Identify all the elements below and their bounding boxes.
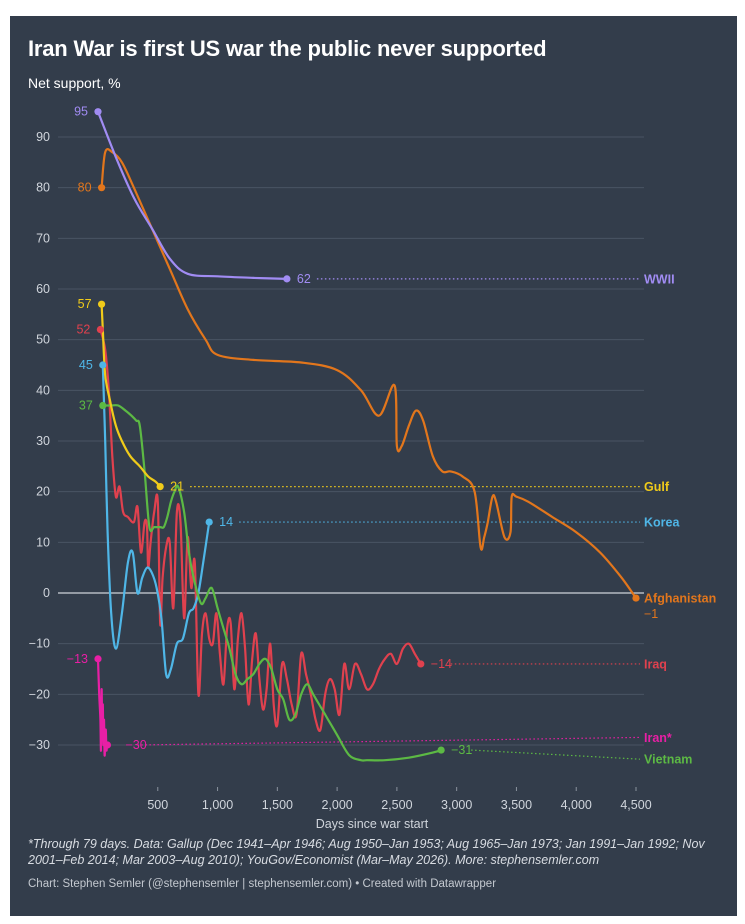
start-value-label: −13 bbox=[67, 652, 88, 666]
start-value-label: 52 bbox=[76, 323, 90, 337]
y-tick-label: 70 bbox=[36, 231, 50, 245]
start-dot-afghanistan bbox=[97, 184, 106, 192]
x-tick-label: 2,500 bbox=[381, 798, 412, 812]
series-line-korea bbox=[101, 363, 211, 679]
series-name-label: Afghanistan bbox=[644, 592, 716, 606]
start-value-label: 95 bbox=[74, 105, 88, 119]
y-tick-label: 40 bbox=[36, 383, 50, 397]
start-dot-korea bbox=[99, 361, 107, 369]
x-tick-label: 2,000 bbox=[321, 798, 352, 812]
y-tick-label: −20 bbox=[29, 687, 50, 701]
end-value-label: −30 bbox=[125, 738, 146, 752]
series-line-iraq bbox=[99, 328, 422, 732]
end-dot-wwii bbox=[283, 275, 291, 283]
y-tick-label: 80 bbox=[36, 181, 50, 195]
x-tick-label: 1,500 bbox=[262, 798, 293, 812]
end-dot-iran bbox=[103, 741, 112, 749]
y-tick-label: −30 bbox=[29, 738, 50, 752]
end-value-label: 21 bbox=[170, 480, 184, 494]
y-tick-label: 30 bbox=[36, 434, 50, 448]
x-tick-label: 4,500 bbox=[620, 798, 651, 812]
chart-title: Iran War is first US war the public neve… bbox=[28, 36, 547, 61]
y-tick-label: 50 bbox=[36, 333, 50, 347]
y-tick-label: 60 bbox=[36, 282, 50, 296]
series-name-label: Iran* bbox=[644, 731, 672, 745]
y-tick-label: 0 bbox=[43, 586, 50, 600]
series-line-gulf bbox=[100, 303, 162, 488]
series-name-label: Vietnam bbox=[644, 753, 692, 767]
chart-card: Iran War is first US war the public neve… bbox=[10, 16, 737, 916]
end-value-label: −14 bbox=[431, 657, 452, 671]
series-name-label: Korea bbox=[644, 516, 680, 530]
x-tick-label: 4,000 bbox=[561, 798, 592, 812]
x-tick-label: 1,000 bbox=[202, 798, 233, 812]
series-line-iran bbox=[96, 657, 109, 757]
y-tick-label: 10 bbox=[36, 535, 50, 549]
end-dot-iraq bbox=[417, 660, 425, 668]
end-dot-vietnam bbox=[437, 746, 445, 754]
start-value-label: 37 bbox=[79, 399, 93, 413]
end-dot-korea bbox=[205, 518, 213, 526]
series-name-label: Iraq bbox=[644, 657, 667, 671]
start-dot-iran bbox=[94, 655, 102, 663]
start-dot-vietnam bbox=[99, 401, 107, 410]
series-name-label: WWII bbox=[644, 272, 675, 286]
end-value-label: 62 bbox=[297, 272, 311, 286]
x-tick-label: 3,000 bbox=[441, 798, 472, 812]
start-dot-iraq bbox=[96, 325, 104, 334]
start-value-label: 45 bbox=[79, 358, 93, 372]
x-tick-label: 500 bbox=[147, 798, 168, 812]
y-tick-label: 90 bbox=[36, 130, 50, 144]
series-name-label: Gulf bbox=[644, 480, 670, 494]
start-dot-gulf bbox=[97, 300, 106, 308]
series-name-label: −1 bbox=[644, 607, 658, 621]
end-value-label: 14 bbox=[219, 515, 233, 529]
start-value-label: 80 bbox=[78, 181, 92, 195]
x-tick-label: 3,500 bbox=[501, 798, 532, 812]
extension-line bbox=[471, 749, 641, 760]
end-value-label: −31 bbox=[451, 743, 472, 757]
series-line-vietnam bbox=[101, 404, 443, 762]
chart-subtitle: Net support, % bbox=[28, 75, 121, 91]
line-chart: −30 −20 −10 0 10 20 30 40 50 60 70 80 90 500 1,000 1,50… bbox=[29, 105, 716, 831]
chart-credit: Chart: Stephen Semler (@stephensemler | … bbox=[28, 878, 497, 890]
y-tick-label: 20 bbox=[36, 485, 50, 499]
start-dot-wwii bbox=[94, 108, 102, 116]
x-axis-label: Days since war start bbox=[316, 817, 429, 831]
series-line-wwii bbox=[96, 110, 288, 280]
y-tick-label: −10 bbox=[29, 637, 50, 651]
end-dot-gulf bbox=[156, 483, 164, 491]
end-dot-afghanistan bbox=[632, 594, 640, 602]
start-value-label: 57 bbox=[78, 297, 92, 311]
chart-footnote: *Through 79 days. Data: Gallup (Dec 1941… bbox=[28, 837, 705, 867]
extension-line bbox=[137, 736, 641, 746]
series-line-afghanistan bbox=[100, 148, 638, 600]
